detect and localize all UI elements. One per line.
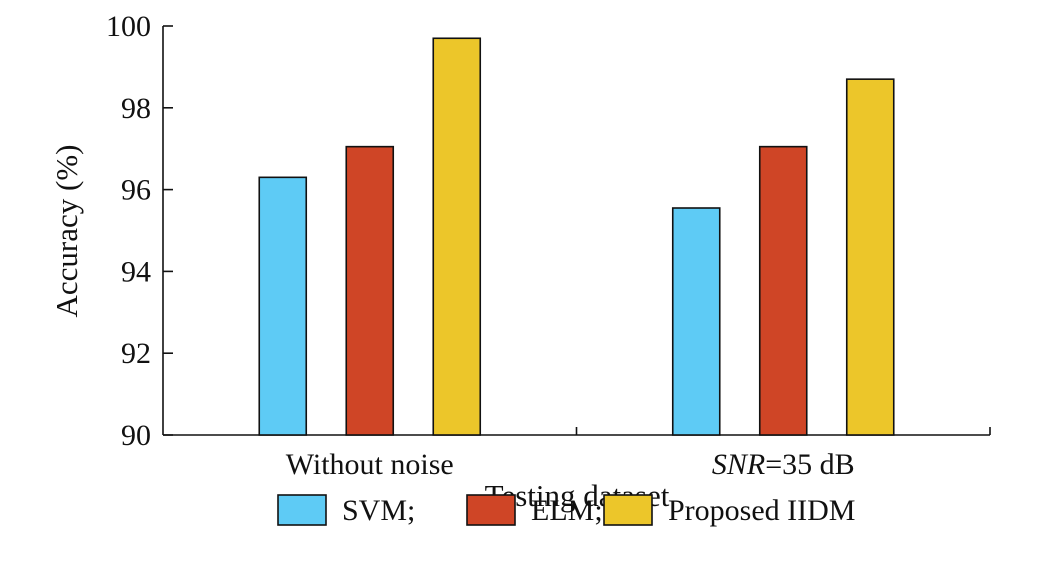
y-tick-label: 90 — [121, 419, 151, 452]
legend-label-proposed-iidm: Proposed IIDM — [668, 494, 856, 527]
y-tick-label: 92 — [121, 337, 151, 370]
x-tick-label: SNR=35 dB — [712, 448, 855, 481]
legend-swatch-svm — [277, 494, 327, 526]
y-tick-label: 98 — [121, 92, 151, 125]
y-tick-label: 94 — [121, 255, 151, 288]
bar-elm-0 — [345, 145, 395, 436]
x-tick-label-italic: SNR — [712, 448, 765, 481]
legend-swatch-elm — [466, 494, 516, 526]
legend-swatch-proposed-iidm — [603, 494, 653, 526]
x-tick-label-text: =35 dB — [765, 448, 854, 481]
legend-label-elm: ELM; — [531, 494, 603, 527]
legend: SVM; ELM; Proposed IIDM — [277, 494, 856, 527]
x-axis: Without noise SNR=35 dB — [286, 427, 991, 481]
bar-proposed-iidm-0 — [432, 37, 482, 436]
legend-label-svm: SVM; — [342, 494, 415, 527]
bar-proposed-iidm-1 — [845, 78, 895, 436]
x-tick-label-text: Without noise — [286, 448, 454, 481]
bar-svm-0 — [258, 176, 308, 436]
bar-svm-1 — [671, 207, 721, 436]
x-tick-label: Without noise — [286, 448, 454, 481]
y-axis-title: Accuracy (%) — [49, 145, 84, 318]
plot-area — [162, 26, 990, 436]
y-tick-label: 96 — [121, 174, 151, 207]
bar-elm-1 — [758, 145, 808, 436]
y-axis: 90 92 94 96 98 100 — [106, 10, 173, 452]
y-tick-label: 100 — [106, 10, 151, 43]
